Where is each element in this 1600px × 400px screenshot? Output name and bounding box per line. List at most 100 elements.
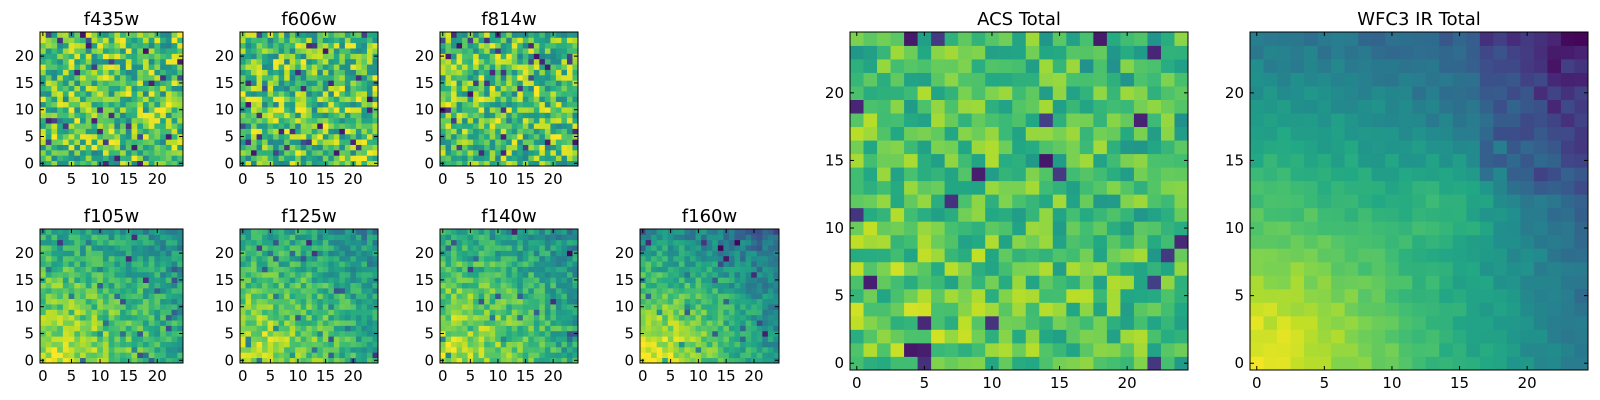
heatmap-cell xyxy=(333,266,340,273)
heatmap-cell xyxy=(1093,302,1108,317)
heatmap-cell xyxy=(165,139,172,145)
heatmap-cell xyxy=(701,255,708,262)
heatmap-cell xyxy=(550,101,557,108)
heatmap-cell xyxy=(295,58,302,65)
heatmap-cell xyxy=(740,298,747,305)
heatmap-cell xyxy=(62,37,69,44)
heatmap-cell xyxy=(97,80,104,86)
heatmap-cell xyxy=(1133,342,1148,357)
heatmap-cell xyxy=(361,266,368,273)
heatmap-cell xyxy=(561,341,568,348)
heatmap-cell xyxy=(57,123,64,129)
heatmap-cell xyxy=(484,80,491,86)
heatmap-cell xyxy=(57,255,64,262)
heatmap-cell xyxy=(40,287,47,294)
heatmap-cell xyxy=(57,245,64,251)
heatmap-cell xyxy=(154,74,161,81)
heatmap-cell xyxy=(40,320,47,326)
heatmap-cell xyxy=(456,245,463,251)
heatmap-cell xyxy=(57,69,64,76)
heatmap-cell xyxy=(68,144,75,151)
heatmap-cell xyxy=(317,298,324,305)
heatmap-cell xyxy=(300,128,307,135)
heatmap-cell xyxy=(555,298,562,305)
heatmap-cell xyxy=(712,314,719,321)
heatmap-cell xyxy=(673,341,680,348)
heatmap-cell xyxy=(74,234,81,241)
heatmap-cell xyxy=(863,288,878,303)
heatmap-cell xyxy=(745,261,752,267)
heatmap-cell xyxy=(80,266,87,273)
heatmap-cell xyxy=(361,341,368,348)
heatmap-cell xyxy=(511,96,518,103)
heatmap-cell xyxy=(62,69,69,76)
heatmap-cell xyxy=(160,80,167,86)
heatmap-cell xyxy=(640,234,646,241)
heatmap-cell xyxy=(372,336,379,342)
heatmap-cell xyxy=(756,250,763,257)
heatmap-cell xyxy=(125,287,132,294)
heatmap-cell xyxy=(944,261,959,276)
heatmap-cell xyxy=(74,42,81,49)
heatmap-cell xyxy=(544,229,551,235)
heatmap-cell xyxy=(251,314,257,321)
heatmap-cell xyxy=(333,287,340,294)
heatmap-cell xyxy=(462,346,468,353)
heatmap-cell xyxy=(289,96,296,103)
heatmap-cell xyxy=(762,336,769,342)
heatmap-cell xyxy=(645,293,652,300)
heatmap-cell xyxy=(68,112,75,119)
heatmap-cell xyxy=(125,139,132,145)
heatmap-cell xyxy=(350,255,357,262)
heatmap-cell xyxy=(555,239,562,246)
heatmap-cell xyxy=(142,309,150,316)
heatmap-cell xyxy=(539,42,546,49)
heatmap-cell xyxy=(890,167,905,182)
heatmap-cell xyxy=(500,90,507,97)
heatmap-cell xyxy=(467,37,474,44)
heatmap-cell xyxy=(495,133,502,140)
heatmap-cell xyxy=(566,96,573,103)
heatmap-cell xyxy=(944,288,959,303)
heatmap-cell xyxy=(85,139,92,145)
heatmap-cell xyxy=(473,32,480,38)
heatmap-cell xyxy=(478,42,485,49)
heatmap-cell xyxy=(339,155,346,162)
heatmap-cell xyxy=(517,80,524,86)
heatmap-cell xyxy=(734,245,741,251)
heatmap-cell xyxy=(97,53,104,60)
heatmap-cell xyxy=(495,69,502,76)
heatmap-cell xyxy=(91,101,98,108)
heatmap-cell xyxy=(355,144,362,151)
heatmap-cell xyxy=(102,277,110,283)
heatmap-cell xyxy=(533,357,540,364)
heatmap-cell xyxy=(251,53,257,60)
heatmap-cell xyxy=(695,287,702,294)
heatmap-cell xyxy=(125,74,132,81)
heatmap-cell xyxy=(740,357,747,364)
heatmap-cell xyxy=(440,239,446,246)
heatmap-cell xyxy=(267,325,274,332)
heatmap-cell xyxy=(45,234,52,241)
heatmap-cell xyxy=(701,357,708,364)
heatmap-cell xyxy=(85,85,92,92)
heatmap-cell xyxy=(120,346,127,353)
heatmap-cell xyxy=(120,239,127,246)
heatmap-cell xyxy=(561,149,568,156)
heatmap-cell xyxy=(495,48,502,54)
heatmap-cell xyxy=(931,234,946,249)
heatmap-cell xyxy=(333,64,340,70)
heatmap-cell xyxy=(311,64,318,70)
heatmap-cell xyxy=(1133,275,1148,290)
heatmap-cell xyxy=(273,266,280,273)
heatmap-cell xyxy=(74,346,81,353)
heatmap-cell xyxy=(850,261,864,276)
heatmap-cell xyxy=(322,282,329,289)
heatmap-cell xyxy=(256,160,263,167)
heatmap-cell xyxy=(877,234,891,249)
heatmap-cell xyxy=(500,133,507,140)
heatmap-cell xyxy=(572,266,579,273)
heatmap-cell xyxy=(1093,221,1108,236)
heatmap-cell xyxy=(372,234,379,241)
heatmap-cell xyxy=(539,155,546,162)
